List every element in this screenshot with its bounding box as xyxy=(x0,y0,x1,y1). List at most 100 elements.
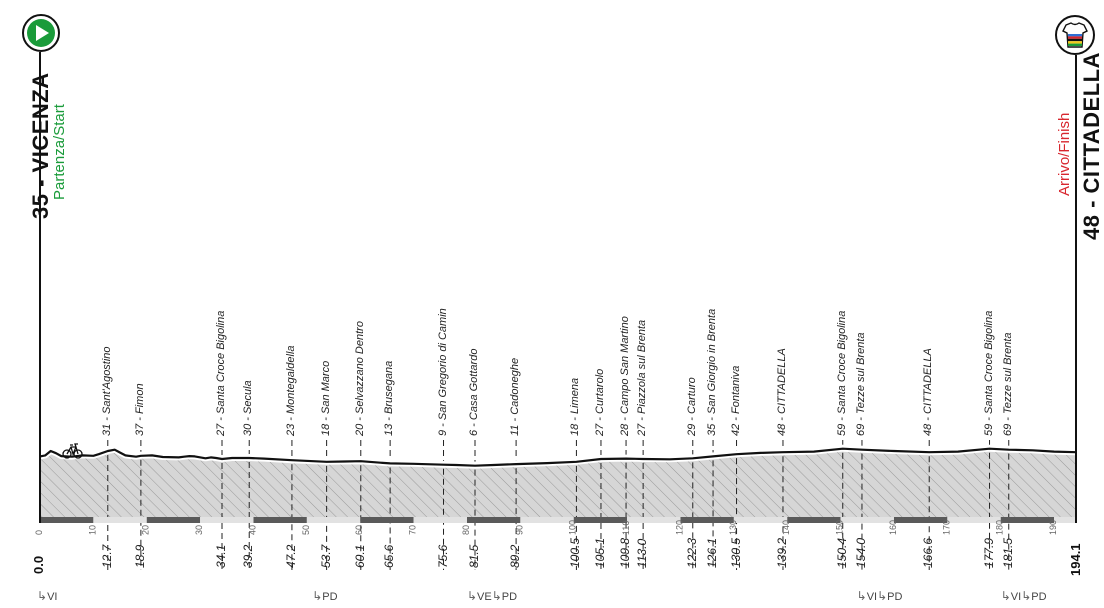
scale-tick-label: 130 xyxy=(728,520,738,535)
road-code-label: PD xyxy=(1031,591,1047,603)
waypoint-name: 48 - CITTADELLA xyxy=(922,348,935,436)
waypoint-km: 181.5 xyxy=(1000,537,1015,568)
waypoint-km: 65.6 xyxy=(382,544,397,568)
waypoint-km: 34.1 xyxy=(214,544,228,568)
turn-arrow-icon: ↳ xyxy=(37,589,48,603)
road-code: ↳VI xyxy=(37,589,57,603)
turn-arrow-icon: ↳ xyxy=(877,589,888,603)
scale-segment xyxy=(1000,517,1055,523)
waypoint-name: 28 - Campo San Martino xyxy=(619,316,632,436)
waypoint-name: 30 - Secula xyxy=(242,380,255,436)
waypoint-name: 29 - Carturo xyxy=(685,377,698,436)
waypoint-name: 69 - Tezze sul Brenta xyxy=(1001,332,1014,436)
waypoint-km: 89.2 xyxy=(508,544,523,568)
waypoint-km: 47.2 xyxy=(283,544,298,568)
scale-segment xyxy=(466,517,521,523)
road-code-label: VI xyxy=(866,591,878,603)
profile-line xyxy=(39,447,1077,467)
turn-arrow-icon: ↳ xyxy=(466,589,478,603)
scale-tick-label: 60 xyxy=(354,525,364,535)
scale-segment xyxy=(1054,517,1076,523)
bicycle-icon xyxy=(62,443,83,459)
waypoint-km: 130.5 xyxy=(728,537,743,568)
waypoint-name: 59 - Santa Croce Bigolina xyxy=(982,310,995,436)
waypoint-name: 31 - Sant'Agostino xyxy=(100,346,113,436)
waypoint-name: 27 - Santa Croce Bigolina xyxy=(215,310,227,436)
scale-segment xyxy=(360,517,414,523)
scale-tick-label: 10 xyxy=(87,525,97,535)
waypoint-km: 39.2 xyxy=(241,544,256,568)
scale-segment xyxy=(40,517,94,523)
finish-city-title: 48 - CITTADELLA xyxy=(1079,52,1104,240)
road-code: ↳VI↳PD xyxy=(857,589,903,603)
profile-fill xyxy=(40,448,1076,517)
scale-tick-label: 190 xyxy=(1048,520,1058,535)
waypoint-name: 59 - Santa Croce Bigolina xyxy=(835,310,848,436)
waypoint-name: 37 - Fimon xyxy=(133,383,146,436)
road-code-label: VE xyxy=(477,591,492,603)
waypoint-km: 139.2 xyxy=(774,537,789,568)
waypoint-km: 81.5 xyxy=(467,544,481,568)
finish-km-label: 194.1 xyxy=(1068,543,1083,576)
waypoint-km: 177.9 xyxy=(981,537,996,568)
waypoint-name: 9 - San Gregorio di Camin xyxy=(436,308,449,436)
waypoint-km: 126.1 xyxy=(705,537,720,568)
waypoint-name: 18 - Limena xyxy=(569,377,582,436)
waypoint-name: 13 - Brusegana xyxy=(383,360,396,436)
waypoint-km: 105.1 xyxy=(592,537,607,568)
route-icons xyxy=(22,14,1095,459)
waypoint-name: 69 - Tezze sul Brenta xyxy=(854,332,867,436)
scale-tick-label: 80 xyxy=(461,525,471,535)
waypoint-name: 48 - CITTADELLA xyxy=(775,348,788,436)
finish-label: Arrivo/Finish xyxy=(1056,112,1073,196)
start-play-icon xyxy=(22,14,60,52)
waypoint-km: 12.7 xyxy=(99,544,114,568)
turn-arrow-icon: ↳ xyxy=(1021,589,1032,603)
scale-segment xyxy=(520,517,574,523)
waypoint-name: 23 - Montegaldella xyxy=(284,345,297,436)
waypoint-km: 150.4 xyxy=(834,537,849,568)
road-code-label: VI xyxy=(47,591,58,603)
road-code-label: VI xyxy=(1010,591,1022,603)
road-code-label: PD xyxy=(501,591,518,603)
waypoint-name: 27 - Piazzola sul Brenta xyxy=(636,319,649,436)
waypoint-km: 122.3 xyxy=(684,537,699,568)
profile-area xyxy=(39,445,1077,517)
scale-tick-label: 170 xyxy=(941,520,951,535)
scale-segment xyxy=(573,517,628,523)
waypoint-name: 35 - San Giorgio in Brenta xyxy=(706,308,719,436)
waypoint-km: 113.0 xyxy=(635,538,650,568)
scale-segment xyxy=(200,517,254,523)
waypoint-km: 100.5 xyxy=(568,537,583,568)
scale-tick-label: 70 xyxy=(408,525,418,535)
start-km-label: 0.0 xyxy=(31,555,46,574)
road-code: ↳VI↳PD xyxy=(1001,589,1047,603)
scale-segment xyxy=(146,517,201,523)
scale-segment xyxy=(733,517,788,523)
start-label: Partenza/Start xyxy=(51,104,68,200)
scale-tick-label: 150 xyxy=(835,520,845,535)
scale-segment xyxy=(627,517,681,523)
start-finish-lines xyxy=(39,52,1077,523)
scale-segment xyxy=(413,517,467,523)
waypoint-name: 27 - Curtarolo xyxy=(593,368,606,436)
waypoint-km: 53.7 xyxy=(318,544,333,568)
scale-tick-label: 180 xyxy=(995,520,1005,535)
waypoint-km: 166.6 xyxy=(921,537,936,568)
waypoint-km: 154.0 xyxy=(853,537,868,568)
scale-segment xyxy=(893,517,948,523)
scale-tick-label: 160 xyxy=(888,520,898,535)
road-code-label: PD xyxy=(322,591,338,603)
turn-arrow-icon: ↳ xyxy=(856,589,867,603)
waypoint-km: 18.9 xyxy=(132,544,147,568)
road-code: ↳PD xyxy=(312,589,337,603)
scale-tick-label: 140 xyxy=(781,520,791,535)
scale-tick-label: 100 xyxy=(568,520,578,535)
jersey-icon xyxy=(1055,15,1095,55)
scale-tick-label: 0 xyxy=(34,530,44,535)
scale-segment xyxy=(680,517,734,523)
scale-tick-label: 30 xyxy=(194,525,204,535)
waypoint-name: 18 - San Marco xyxy=(319,360,332,436)
